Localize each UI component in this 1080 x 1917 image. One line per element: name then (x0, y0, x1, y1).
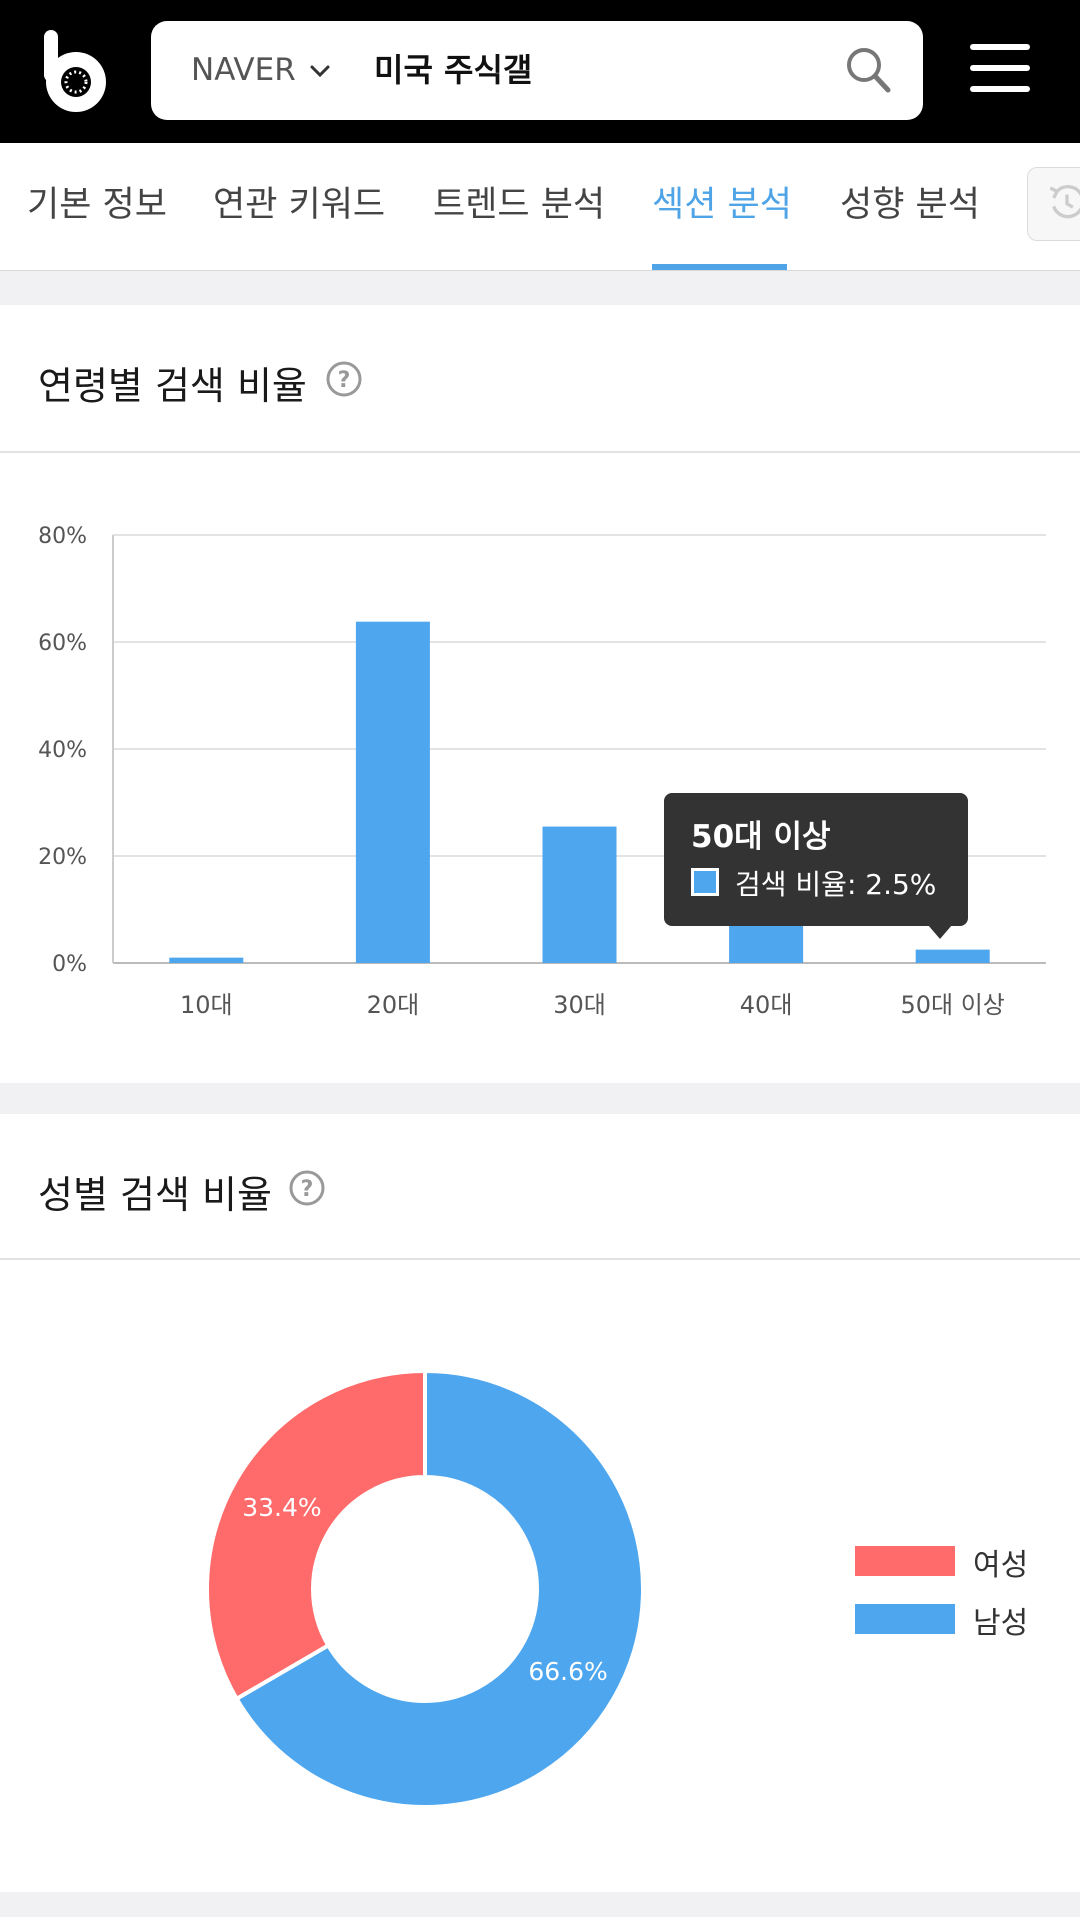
history-button[interactable] (1027, 167, 1080, 241)
tooltip-title: 50대 이상 (691, 819, 831, 855)
tab-trend-analysis[interactable]: 트렌드 분석 (433, 185, 606, 225)
blackkiwi-logo-icon[interactable] (40, 24, 112, 114)
bar[interactable] (915, 949, 990, 963)
gender-ratio-card: 성별 검색 비율 ? 66.6% 33.4% 여성 남성 (0, 1114, 1080, 1892)
card-title: 연령별 검색 비율 (38, 364, 307, 408)
y-tick-label: 60% (38, 631, 87, 656)
y-tick-label: 40% (38, 738, 87, 763)
history-icon (1049, 184, 1080, 219)
svg-text:?: ? (338, 368, 351, 393)
search-icon[interactable] (844, 45, 892, 95)
card-header: 성별 검색 비율 ? (0, 1114, 1080, 1260)
slice-value-label: 33.4% (242, 1493, 321, 1522)
y-tick-label: 20% (38, 845, 87, 870)
tab-basic-info[interactable]: 기본 정보 (27, 185, 167, 225)
legend-swatch (855, 1546, 955, 1576)
x-tick-label: 20대 (367, 991, 420, 1019)
tab-related-keywords[interactable]: 연관 키워드 (213, 185, 386, 225)
search-input[interactable]: 미국 주식갤 (374, 51, 533, 89)
x-tick-label: 10대 (180, 991, 233, 1019)
bar[interactable] (355, 621, 430, 963)
tooltip-swatch (691, 868, 719, 896)
legend-label: 남성 (973, 1606, 1029, 1641)
tab-tendency-analysis[interactable]: 성향 분석 (840, 185, 980, 225)
bar[interactable] (729, 924, 804, 963)
legend-swatch (855, 1604, 955, 1634)
help-icon[interactable]: ? (325, 360, 363, 398)
section-tabs: 기본 정보 연관 키워드 트렌드 분석 섹션 분석 성향 분석 (0, 143, 1080, 271)
y-tick-label: 0% (52, 952, 87, 977)
chevron-down-icon[interactable] (308, 59, 332, 83)
age-bar-chart: 0% 20% 40% 60% 80% 10대 20대 30대 40대 50대 이상 (38, 524, 1046, 1019)
card-header: 연령별 검색 비율 ? (0, 305, 1080, 453)
top-bar: NAVER 미국 주식갤 (0, 0, 1080, 143)
svg-text:?: ? (301, 1177, 314, 1202)
bar[interactable] (542, 826, 617, 963)
active-tab-indicator (652, 264, 787, 270)
search-engine-select[interactable]: NAVER (191, 52, 296, 88)
female-slice[interactable] (205, 1368, 427, 1702)
tab-section-analysis[interactable]: 섹션 분석 (652, 185, 792, 225)
card-title: 성별 검색 비율 (38, 1173, 272, 1217)
y-tick-label: 80% (38, 524, 87, 549)
tooltip-value: 검색 비율: 2.5% (735, 868, 937, 901)
male-slice[interactable] (233, 1368, 645, 1809)
hamburger-menu-icon[interactable] (970, 44, 1030, 92)
x-tick-label: 40대 (740, 991, 793, 1019)
search-bar: NAVER 미국 주식갤 (151, 21, 923, 120)
x-tick-label: 30대 (553, 991, 606, 1019)
legend-label: 여성 (973, 1548, 1029, 1583)
x-tick-label: 50대 이상 (900, 991, 1004, 1019)
age-ratio-card: 연령별 검색 비율 ? 0% 20% 40% 60% 80% 10대 20대 30대 40대 50… (0, 305, 1080, 1083)
chart-tooltip: 50대 이상 검색 비율: 2.5% (664, 793, 968, 926)
bar[interactable] (169, 957, 244, 963)
help-icon[interactable]: ? (288, 1169, 326, 1207)
gender-donut-chart: 66.6% 33.4% (205, 1368, 645, 1809)
tooltip-arrow (928, 925, 952, 939)
slice-value-label: 66.6% (528, 1657, 607, 1686)
